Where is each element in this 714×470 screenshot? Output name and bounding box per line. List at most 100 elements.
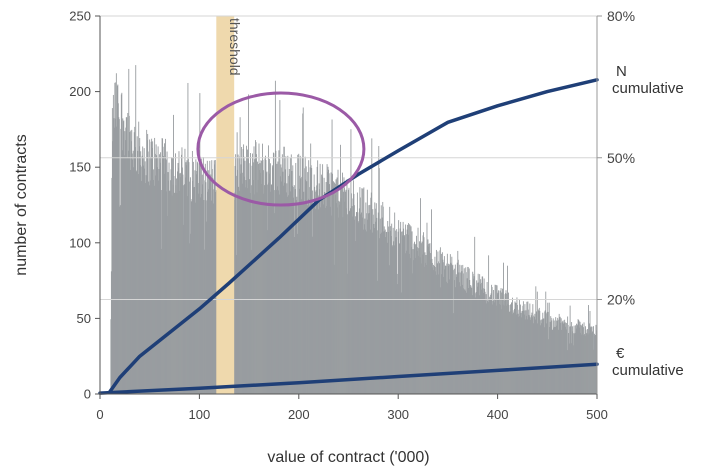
histogram-bar [501,309,502,394]
histogram-bar [145,183,147,394]
histogram-bar [456,276,458,394]
histogram-bar [164,156,166,394]
histogram-bar [288,168,290,394]
histogram-bar [137,174,139,394]
histogram-bar [272,167,274,394]
histogram-bar [424,252,426,394]
histogram-bar [116,126,118,394]
histogram-bar [512,297,513,394]
histogram-bar [459,264,461,394]
histogram-bar [117,103,119,394]
histogram-bar [411,231,413,394]
histogram-bar [569,326,571,394]
histogram-bar [470,285,472,394]
histogram-bar [116,85,118,394]
histogram-bar [559,317,561,394]
histogram-bar [270,184,272,394]
histogram-bar [293,185,295,394]
histogram-bar [378,168,380,394]
histogram-bar [319,163,321,394]
histogram-bar [356,192,358,394]
histogram-bar [521,310,523,394]
histogram-bar [135,171,137,394]
histogram-bar [336,177,338,394]
histogram-bar [365,231,367,394]
histogram-bar [326,164,328,394]
histogram-bar [148,181,150,394]
histogram-bar [571,322,573,394]
histogram-bar [258,163,259,394]
histogram-bar [241,183,243,394]
histogram-bar [200,197,202,394]
histogram-bar [136,170,138,394]
histogram-bar [173,175,175,394]
histogram-bar [254,194,255,394]
histogram-bar [371,232,373,394]
histogram-bar [287,195,289,394]
histogram-bar [377,280,379,394]
histogram-bar [249,179,250,394]
right-tick-label: 80% [607,8,635,24]
histogram-bar [359,187,361,394]
histogram-bar [331,215,333,394]
y-axis-label: number of contracts [13,134,30,275]
histogram-bar [378,146,380,394]
histogram-bar [280,164,282,394]
histogram-bar [452,313,454,394]
histogram-bar [308,187,310,394]
histogram-bar [282,185,284,394]
histogram-bar [133,167,135,394]
histogram-bar [311,168,313,394]
histogram-bar [184,177,186,394]
histogram-bar [153,169,155,394]
histogram-bar [423,237,425,394]
histogram-bar [206,160,208,394]
histogram-bar [448,264,450,394]
histogram-bar [383,226,385,394]
histogram-bar [548,302,550,394]
histogram-bar [337,169,339,394]
histogram-bar [442,262,444,394]
histogram-bar [431,209,432,394]
histogram-bar [259,169,260,394]
histogram-bar [196,171,198,394]
histogram-bar [330,206,332,394]
histogram-bar [483,278,485,394]
histogram-bar [117,84,119,394]
histogram-bar [373,227,375,394]
histogram-bar [168,162,170,394]
histogram-bar [442,259,444,394]
threshold-label: threshold [227,18,243,76]
histogram-bar [394,212,396,394]
histogram-bar [459,286,461,394]
histogram-bar [345,191,346,394]
histogram-bar [503,305,505,394]
histogram-bar [558,313,560,394]
histogram-bar [349,208,351,394]
histogram-bar [143,148,145,394]
histogram-bar [303,202,305,394]
histogram-bar [446,263,448,394]
histogram-bar [286,196,288,394]
histogram-bar [527,301,529,394]
histogram-bar [566,350,568,394]
histogram-bar [576,323,578,394]
y-tick-label: 50 [77,311,91,326]
histogram-bar [208,174,210,394]
histogram-bar [274,80,276,395]
histogram-bar [177,162,179,394]
histogram-bar [565,322,567,394]
x-tick-label: 400 [487,407,509,422]
histogram-bar [555,325,557,394]
histogram-bar [316,185,318,394]
histogram-bar [272,152,274,394]
histogram-bar [571,331,573,394]
histogram-bar [168,180,169,394]
histogram-bar [429,243,431,394]
histogram-bar [370,197,372,394]
histogram-bar [265,173,267,394]
histogram-bar [460,265,462,394]
histogram-bar [269,163,271,394]
histogram-bar [420,243,422,394]
histogram-bar [275,150,277,394]
